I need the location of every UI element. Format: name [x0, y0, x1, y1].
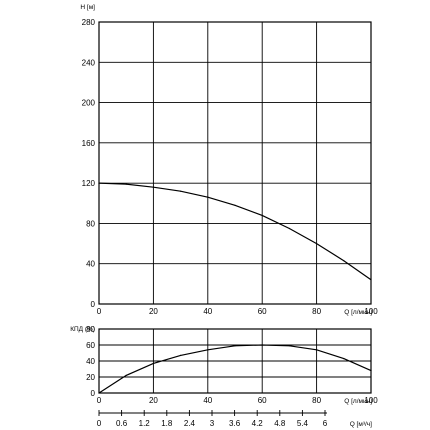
head-y-tick-label: 40 — [86, 260, 95, 269]
head-data-point — [261, 214, 263, 216]
efficiency-y-tick-label: 0 — [91, 389, 96, 398]
efficiency-y-tick-label: 60 — [86, 341, 95, 350]
efficiency-data-point — [316, 349, 318, 351]
head-data-point — [234, 204, 236, 206]
efficiency-data-point — [152, 362, 154, 364]
head-y-tick-label: 240 — [82, 58, 96, 67]
secondary-x-tick-label: 1.8 — [161, 419, 173, 428]
head-frame — [98, 21, 372, 305]
head-data-point — [207, 196, 209, 198]
efficiency-x-tick-label: 0 — [97, 396, 102, 405]
secondary-x-tick-label: 2.4 — [184, 419, 196, 428]
head-data-point — [343, 260, 345, 262]
secondary-x-tick-label: 4.2 — [252, 419, 264, 428]
head-x-tick-label: 40 — [203, 307, 212, 316]
head-x-axis-label: Q [л/мин] — [344, 309, 372, 316]
efficiency-x-tick-label: 100 — [364, 396, 378, 405]
head-y-tick-label: 0 — [91, 300, 96, 309]
head-y-tick-label: 80 — [86, 219, 95, 228]
head-y-tick-label: 160 — [82, 139, 96, 148]
efficiency-data-point — [234, 345, 236, 347]
efficiency-y-tick-label: 40 — [86, 357, 95, 366]
secondary-x-tick-label: 3.6 — [229, 419, 241, 428]
efficiency-y-axis-label: КПД (%) — [70, 326, 95, 333]
efficiency-data-point — [370, 370, 372, 372]
head-x-tick-label: 100 — [364, 307, 378, 316]
secondary-x-axis-label: Q [м³/ч] — [350, 421, 372, 428]
head-x-tick-label: 20 — [149, 307, 158, 316]
efficiency-curve — [98, 344, 372, 394]
efficiency-y-tick-label: 80 — [86, 325, 95, 334]
efficiency-data-point — [125, 374, 127, 376]
secondary-x-tick-label: 6 — [323, 419, 328, 428]
head-x-tick-label: 60 — [258, 307, 267, 316]
efficiency-x-tick-label: 60 — [258, 396, 267, 405]
efficiency-x-axis-label: Q [л/мин] — [344, 398, 372, 405]
efficiency-data-point — [261, 344, 263, 346]
head-y-tick-label: 120 — [82, 179, 96, 188]
head-data-point — [288, 227, 290, 230]
secondary-x-tick-label: 0.6 — [116, 419, 128, 428]
efficiency-data-point — [288, 345, 290, 347]
head-x-tick-label: 0 — [97, 307, 102, 316]
efficiency-data-point — [180, 354, 182, 356]
head-x-tick-label: 80 — [312, 307, 321, 316]
efficiency-x-tick-label: 80 — [312, 396, 321, 405]
secondary-x-tick-label: 1.2 — [139, 419, 151, 428]
efficiency-y-tick-label: 20 — [86, 373, 95, 382]
head-data-point — [370, 279, 372, 281]
secondary-x-tick-label: 5.4 — [297, 419, 309, 428]
efficiency-data-point — [343, 358, 345, 360]
efficiency-x-tick-label: 40 — [203, 396, 212, 405]
head-curve — [98, 182, 372, 281]
head-data-point — [180, 190, 182, 192]
efficiency-x-tick-label: 20 — [149, 396, 158, 405]
secondary-x-tick-label: 0 — [97, 419, 102, 428]
head-y-axis-label: H [м] — [80, 4, 95, 11]
efficiency-data-point — [207, 349, 209, 351]
head-y-tick-label: 200 — [82, 99, 96, 108]
head-data-point — [316, 242, 318, 245]
efficiency-data-point — [98, 392, 100, 394]
head-data-point — [152, 186, 154, 188]
secondary-x-tick-label: 3 — [210, 419, 215, 428]
head-y-tick-label: 280 — [82, 18, 96, 27]
head-data-point — [125, 183, 127, 185]
head-data-point — [98, 182, 100, 184]
secondary-x-tick-label: 4.8 — [274, 419, 286, 428]
